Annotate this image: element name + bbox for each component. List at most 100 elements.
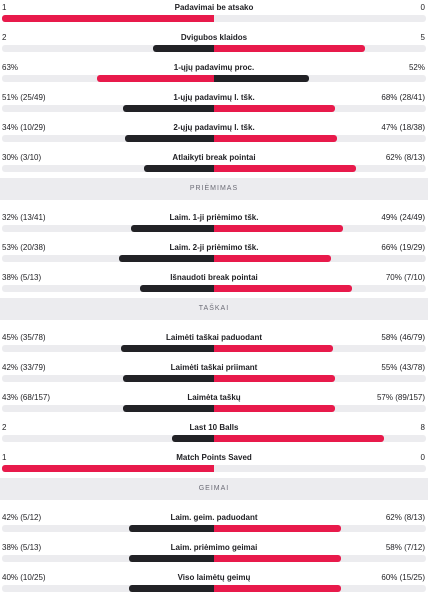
stat-label: Laim. priėmimo geimai [170,543,258,552]
stat-label: 1-ųjų padavimų l. tšk. [173,93,255,102]
stat-row-viso-laimetu-geimu: Viso laimėtų geimų 40% (10/25) 60% (15/25) [0,572,428,596]
section-header-geimai: GEIMAI [0,478,428,500]
stat-left-value: 1 [2,3,7,12]
stat-bar-left [140,285,214,292]
stat-row-laimeta-tasku: Laimėta taškų 43% (68/157) 57% (89/157) [0,392,428,416]
stat-right-value: 47% (18/38) [381,123,425,132]
stat-bar-left [153,45,214,52]
stat-bar-track [2,105,426,112]
stat-label: Dvigubos klaidos [180,33,248,42]
stat-row-laim-2-ji-priemimo-tsk: Laim. 2-ji priėmimo tšk. 53% (20/38) 66% (… [0,242,428,266]
stat-left-value: 32% (13/41) [2,213,46,222]
stat-bar-right [214,135,337,142]
stat-bar-left [123,375,214,382]
stat-bar-left [131,225,214,232]
stat-bar-right [214,405,335,412]
stat-label: Last 10 Balls [189,423,239,432]
section-header-priemimas: PRIĖMIMAS [0,178,428,200]
stat-left-value: 42% (33/79) [2,363,46,372]
stat-row-laim-1-ji-priemimo-tsk: Laim. 1-ji priėmimo tšk. 32% (13/41) 49% (… [0,212,428,236]
stat-bar-left [129,585,214,592]
stat-left-value: 43% (68/157) [2,393,51,402]
stat-bar-left [2,15,214,22]
stat-bar-right [214,525,341,532]
stat-row-laimeti-taskai-priimant: Laimėti taškai priimant 42% (33/79) 55% (4… [0,362,428,386]
stat-right-value: 58% (7/12) [385,543,425,552]
stat-left-value: 38% (5/13) [2,543,42,552]
stat-left-value: 2 [2,33,7,42]
stat-bar-left [125,135,214,142]
stat-right-value: 70% (7/10) [385,273,425,282]
stat-row-isnaudoti-break-pointai: Išnaudoti break pointai 38% (5/13) 70% (7/… [0,272,428,296]
stat-bar-track [2,225,426,232]
stat-bar-right [214,45,365,52]
stat-bar-right [214,555,341,562]
stat-label: Laim. 2-ji priėmimo tšk. [169,243,259,252]
stat-row-2-uju-padavimu-l-tsk: 2-ųjų padavimų l. tšk. 34% (10/29) 47% (18… [0,122,428,146]
stat-left-value: 30% (3/10) [2,153,42,162]
stat-bar-right [214,75,309,82]
stat-left-value: 53% (20/38) [2,243,46,252]
stat-row-dvigubos-klaidos: Dvigubos klaidos 2 5 [0,32,428,56]
stat-right-value: 68% (28/41) [381,93,425,102]
stat-left-value: 2 [2,423,7,432]
stat-row-atlaikyti-break-pointai: Atlaikyti break pointai 30% (3/10) 62% (8/… [0,152,428,176]
stat-row-laimeti-taskai-paduodant: Laimėti taškai paduodant 45% (35/78) 58% (… [0,332,428,356]
stat-bar-right [214,585,341,592]
stat-label: Laim. geim. paduodant [170,513,258,522]
stat-bar-track [2,255,426,262]
stat-bar-left [129,555,214,562]
stat-left-value: 51% (25/49) [2,93,46,102]
stat-bar-left [144,165,214,172]
stat-right-value: 55% (43/78) [381,363,425,372]
stat-bar-track [2,555,426,562]
stat-bar-left [119,255,214,262]
stat-bar-track [2,585,426,592]
stat-bar-track [2,45,426,52]
stat-label: Padavimai be atsako [174,3,254,12]
stat-left-value: 40% (10/25) [2,573,46,582]
stat-label: Išnaudoti break pointai [170,273,258,282]
stat-bar-track [2,375,426,382]
stat-bar-right [214,285,352,292]
stat-bar-track [2,525,426,532]
stat-right-value: 57% (89/157) [376,393,425,402]
stat-left-value: 1 [2,453,7,462]
stat-bar-track [2,465,426,472]
stat-label: Laimėti taškai paduodant [165,333,263,342]
stat-right-value: 62% (8/13) [385,513,425,522]
stat-left-value: 63% [2,63,19,72]
stat-bar-left [2,465,214,472]
stat-bar-track [2,285,426,292]
stat-row-1-uju-padavimu-l-tsk: 1-ųjų padavimų l. tšk. 51% (25/49) 68% (28… [0,92,428,116]
stat-bar-right [214,375,335,382]
stat-label: Laim. 1-ji priėmimo tšk. [169,213,259,222]
stat-bar-left [121,345,214,352]
stat-row-last-10-balls: Last 10 Balls 2 8 [0,422,428,446]
stat-row-padavimai-be-atsako: Padavimai be atsako 1 0 [0,2,428,26]
stat-bar-right [214,345,333,352]
stat-bar-track [2,345,426,352]
stat-label: Match Points Saved [176,453,252,462]
stat-bar-track [2,405,426,412]
stat-bar-track [2,15,426,22]
stat-right-value: 58% (46/79) [381,333,425,342]
stat-bar-left [123,405,214,412]
stat-label: Laimėti taškai priimant [170,363,258,372]
stat-left-value: 38% (5/13) [2,273,42,282]
stat-bar-track [2,435,426,442]
stat-right-value: 0 [420,453,425,462]
stat-row-laim-geim-paduodant: Laim. geim. paduodant 42% (5/12) 62% (8/13… [0,512,428,536]
stat-label: 2-ųjų padavimų l. tšk. [173,123,255,132]
stat-bar-track [2,135,426,142]
stat-label: Viso laimėtų geimų [177,573,251,582]
stat-bar-right [214,165,356,172]
stat-bar-left [123,105,214,112]
stat-bar-left [129,525,214,532]
stat-right-value: 62% (8/13) [385,153,425,162]
stat-right-value: 5 [420,33,425,42]
stat-bar-right [214,225,343,232]
section-header-taskai: TAŠKAI [0,298,428,320]
stat-label: Atlaikyti break pointai [172,153,256,162]
stat-row-match-points-saved: Match Points Saved 1 0 [0,452,428,476]
